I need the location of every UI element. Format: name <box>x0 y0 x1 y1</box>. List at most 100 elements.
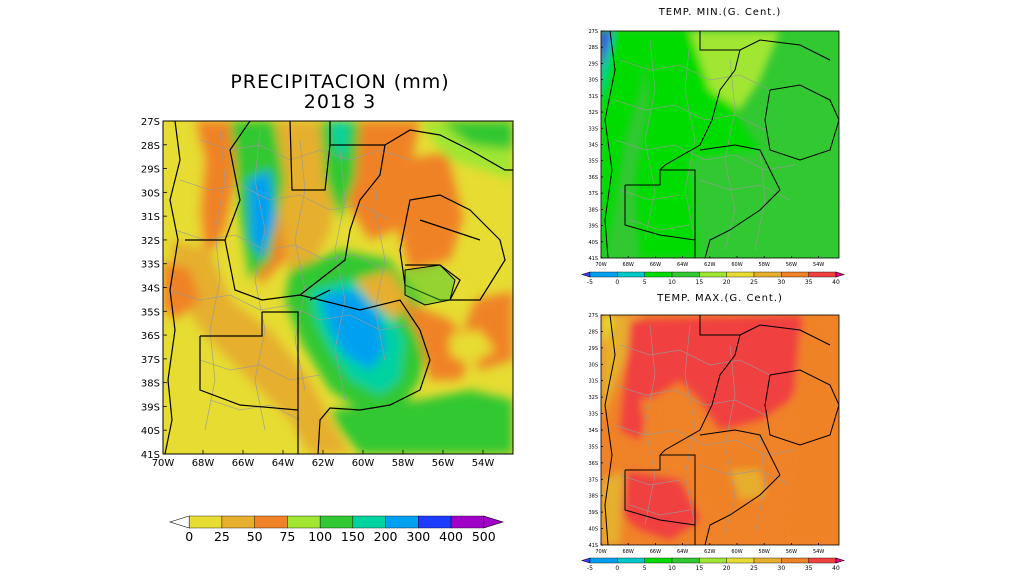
tmax-lat-axis: 27S 28S 29S 30S 31S 32S 33S 34S 35S 36S 37S 38S 39S 4… <box>588 313 603 549</box>
tmax-colorbar-label: 0 <box>615 565 619 572</box>
tmin-colorbar-swatch <box>671 271 700 278</box>
tmax-map: 27S 28S 29S 30S 31S 32S 33S 34S 35S 36S 37S 38S 39S 4… <box>588 313 840 555</box>
precip-colorbar-swatch <box>188 515 223 529</box>
tmin-lat-axis: 27S 28S 29S 30S 31S 32S 33S 34S 35S 36S 37S 38S 39S 4… <box>588 29 603 262</box>
tmin-map: 27S 28S 29S 30S 31S 32S 33S 34S 35S 36S 37S 38S 39S 4… <box>588 29 840 268</box>
precip-lat-label: 32S <box>141 236 160 247</box>
tmin-colorbar-swatch <box>699 271 727 278</box>
precip-lat-label: 39S <box>141 402 160 413</box>
tmax-colorbar-label: 10 <box>668 565 676 572</box>
tmin-lat-label: 28S <box>588 45 598 51</box>
precip-lat-label: 41S <box>141 450 160 461</box>
tmax-colorbar-swatch <box>753 557 782 564</box>
tmax-colorbar-swatch <box>781 557 809 564</box>
tmin-lon-axis: 70W 68W 66W 64W 62W 60W 58W 56W 54W <box>595 256 824 268</box>
tmin-lon-label: 70W <box>595 262 606 268</box>
precip-lat-axis: 27S 28S 29S 30S 31S 32S 33S 34S 35S 36S 37S 38S 39S 4… <box>141 117 167 461</box>
tmax-colorbar-swatch <box>617 557 645 564</box>
precip-colorbar-under <box>168 515 190 529</box>
precip-lat-label: 33S <box>141 260 160 271</box>
tmax-lon-label: 62W <box>704 549 715 555</box>
tmin-colorbar-swatch <box>753 271 782 278</box>
precip-colorbar-label: 400 <box>439 529 463 544</box>
precip-colorbar-label: 150 <box>341 529 365 544</box>
precip-field <box>163 121 513 454</box>
tmin-colorbar-label: 0 <box>615 279 619 286</box>
tmin-lon-label: 62W <box>704 262 715 268</box>
tmax-lat-label: 31S <box>588 379 598 385</box>
tmin-colorbar-label: 35 <box>805 279 813 286</box>
tmin-lon-label: 66W <box>650 262 661 268</box>
tmax-lon-label: 70W <box>595 549 606 555</box>
tmax-colorbar-over <box>835 557 846 564</box>
precip-lat-label: 35S <box>141 307 160 318</box>
precip-map: 27S 28S 29S 30S 31S 32S 33S 34S 35S 36S 37S 38S 39S 4… <box>141 117 514 469</box>
tmax-lat-label: 28S <box>588 329 598 335</box>
tmin-lat-label: 38S <box>588 207 598 213</box>
precip-colorbar-label: 300 <box>406 529 430 544</box>
tmin-colorbar-swatch <box>617 271 645 278</box>
tmax-lon-label: 56W <box>786 549 797 555</box>
tmax-lon-label: 68W <box>623 549 634 555</box>
precip-lon-label: 62W <box>312 458 335 469</box>
tmax-lat-label: 35S <box>588 444 598 450</box>
precip-lon-label: 58W <box>392 458 415 469</box>
tmin-colorbar-swatch <box>644 271 673 278</box>
tmax-colorbar-swatch <box>699 557 727 564</box>
tmax-lat-label: 38S <box>588 494 598 500</box>
tmax-colorbar-label: -5 <box>587 565 593 572</box>
precip-colorbar: 0 25 50 75 100 150 200 300 400 500 <box>168 515 505 544</box>
tmax-lat-label: 41S <box>588 543 598 549</box>
precip-lon-label: 64W <box>272 458 295 469</box>
precip-colorbar-label: 25 <box>214 529 230 544</box>
tmax-lat-label: 34S <box>588 428 598 434</box>
tmin-lat-label: 40S <box>588 240 598 246</box>
tmax-colorbar-label: 25 <box>750 565 758 572</box>
tmin-colorbar-label: 25 <box>750 279 758 286</box>
tmax-lon-label: 54W <box>813 549 824 555</box>
tmin-lat-label: 32S <box>588 110 598 116</box>
tmax-colorbar-label: 15 <box>696 565 704 572</box>
tmax-colorbar-label: 40 <box>832 565 840 572</box>
tmin-lon-label: 54W <box>813 262 824 268</box>
tmax-colorbar-swatch <box>589 557 618 564</box>
precip-lat-label: 37S <box>141 355 160 366</box>
tmax-lat-label: 36S <box>588 461 598 467</box>
precip-subdivisions <box>169 129 411 431</box>
precip-lat-label: 31S <box>141 212 160 223</box>
precip-colorbar-swatch <box>418 515 452 529</box>
precip-lat-label: 28S <box>141 141 160 152</box>
tmax-lat-label: 32S <box>588 395 598 401</box>
tmax-colorbar-under <box>580 557 591 564</box>
tmax-lon-label: 58W <box>759 549 770 555</box>
precip-lon-axis: 70W 68W 66W 64W 62W 60W 58W 56W 54W <box>152 450 494 469</box>
tmax-lon-label: 64W <box>677 549 688 555</box>
precip-colorbar-swatch <box>450 515 485 529</box>
tmax-field <box>601 315 839 545</box>
tmin-lon-label: 68W <box>623 262 634 268</box>
tmin-lat-label: 27S <box>588 29 598 35</box>
precip-colorbar-label: 0 <box>185 529 193 544</box>
precip-colorbar-label: 75 <box>279 529 295 544</box>
precip-colorbar-swatch <box>385 515 419 529</box>
tmin-colorbar: -5 0 5 10 15 20 25 30 35 40 <box>580 271 846 286</box>
precip-colorbar-label: 500 <box>472 529 496 544</box>
precip-colorbar-swatch <box>319 515 354 529</box>
tmin-colorbar-swatch <box>589 271 618 278</box>
tmax-lat-label: 27S <box>588 313 598 319</box>
precip-colorbar-label: 50 <box>247 529 263 544</box>
tmin-lon-label: 64W <box>677 262 688 268</box>
precip-colorbar-swatch <box>287 515 321 529</box>
tmin-lat-label: 36S <box>588 175 598 181</box>
precip-lat-label: 38S <box>141 379 160 390</box>
tmin-lat-label: 29S <box>588 61 598 67</box>
tmin-lon-label: 56W <box>786 262 797 268</box>
tmax-colorbar-label: 30 <box>778 565 786 572</box>
tmax-colorbar-swatch <box>671 557 700 564</box>
tmax-lat-label: 30S <box>588 362 598 368</box>
precip-title-line1: PRECIPITACION (mm) <box>230 71 450 93</box>
precip-lon-label: 66W <box>232 458 255 469</box>
precip-colorbar-swatch <box>221 515 255 529</box>
precip-colorbar-swatch <box>352 515 386 529</box>
precip-colorbar-over <box>483 515 505 529</box>
